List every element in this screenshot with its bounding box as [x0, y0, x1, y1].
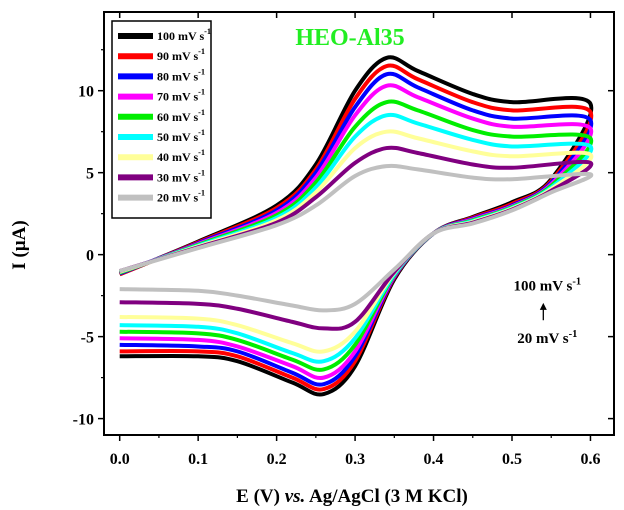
- x-axis-label-part-1: vs.: [285, 486, 306, 507]
- cv-curve-8: [119, 163, 594, 313]
- legend: 100 mV s-190 mV s-180 mV s-170 mV s-160 …: [111, 20, 212, 219]
- y-tick-label: 5: [86, 166, 94, 183]
- chart-title: HEO-Al35: [295, 25, 404, 51]
- legend-label-8: 20 mV s-1: [157, 189, 205, 205]
- legend-label-1-base: 90 mV s: [157, 49, 198, 63]
- legend-label-4-base: 60 mV s: [157, 110, 198, 124]
- legend-label-0: 100 mV s-1: [157, 27, 211, 43]
- legend-label-7-sup: -1: [198, 168, 205, 177]
- annotation-arrow-head: [539, 302, 547, 310]
- legend-label-5-sup: -1: [198, 128, 205, 137]
- x-axis-label-part-0: E (V): [236, 486, 285, 507]
- legend-label-3: 70 mV s-1: [157, 88, 205, 104]
- legend-label-3-base: 70 mV s: [157, 90, 198, 104]
- legend-label-2: 80 mV s-1: [157, 67, 205, 83]
- y-axis-label: I (µA): [9, 220, 30, 269]
- annotation-top-base: 100 mV s: [513, 279, 572, 295]
- legend-label-7: 30 mV s-1: [157, 168, 205, 184]
- x-tick-label: 0.2: [267, 451, 287, 468]
- y-tick-label: -10: [73, 412, 94, 429]
- ticks-group: 0.0 0.1 0.2 0.3 0.4 0.5 0.6 -10 -5 0 5 10: [73, 12, 614, 468]
- curves-group: [118, 55, 594, 397]
- annotation-top: 100 mV s-1: [513, 277, 581, 295]
- legend-label-7-base: 30 mV s: [157, 170, 198, 184]
- x-tick-label: 0.6: [580, 451, 600, 468]
- legend-label-4-sup: -1: [198, 108, 205, 117]
- legend-label-0-sup: -1: [204, 27, 211, 36]
- x-axis-label-part-2: Ag/AgCl (3 M KCl): [305, 486, 468, 507]
- x-axis-label: E (V) vs. Ag/AgCl (3 M KCl): [236, 486, 468, 507]
- legend-label-8-base: 20 mV s: [157, 191, 198, 205]
- annotation-top-sup: -1: [572, 277, 581, 288]
- x-tick-label: 0.0: [110, 451, 130, 468]
- annotation-bottom-base: 20 mV s: [517, 331, 569, 347]
- annotation-bottom: 20 mV s-1: [517, 329, 577, 347]
- plot-frame: [103, 11, 615, 436]
- legend-label-5: 50 mV s-1: [157, 128, 205, 144]
- y-tick-label: 0: [86, 248, 94, 265]
- legend-label-6: 40 mV s-1: [157, 148, 205, 164]
- legend-label-5-base: 50 mV s: [157, 130, 198, 144]
- x-tick-label: 0.3: [345, 451, 365, 468]
- cv-curve-5: [119, 112, 594, 364]
- legend-label-8-sup: -1: [198, 189, 205, 198]
- legend-label-1: 90 mV s-1: [157, 47, 205, 63]
- legend-label-6-base: 40 mV s: [157, 150, 198, 164]
- legend-label-2-sup: -1: [198, 67, 205, 76]
- scan-rate-annotation: 100 mV s-120 mV s-1: [513, 277, 581, 347]
- y-tick-label: 10: [78, 84, 94, 101]
- legend-label-2-base: 80 mV s: [157, 69, 198, 83]
- legend-label-1-sup: -1: [198, 47, 205, 56]
- y-tick-label: -5: [81, 330, 94, 347]
- legend-label-6-sup: -1: [198, 148, 205, 157]
- x-tick-label: 0.1: [188, 451, 208, 468]
- x-tick-label: 0.4: [424, 451, 444, 468]
- annotation-bottom-sup: -1: [569, 329, 578, 340]
- legend-label-3-sup: -1: [198, 88, 205, 97]
- x-tick-label: 0.5: [502, 451, 522, 468]
- legend-label-0-base: 100 mV s: [157, 29, 204, 43]
- legend-label-4: 60 mV s-1: [157, 108, 205, 124]
